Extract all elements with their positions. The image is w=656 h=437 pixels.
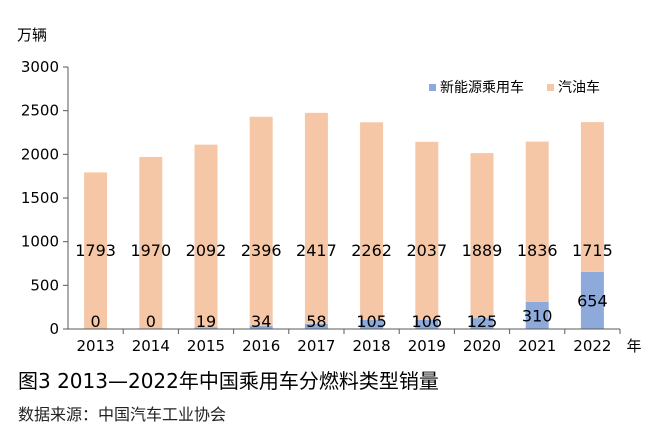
legend-swatch-ev — [429, 84, 436, 91]
bar-ev-2015 — [194, 327, 218, 329]
bar-gasoline-2020 — [470, 153, 494, 319]
label-ev-2020: 125 — [467, 312, 498, 331]
y-tick-label-1500: 1500 — [21, 189, 59, 207]
label-gasoline-2017: 2417 — [296, 241, 337, 260]
label-ev-2014: 0 — [146, 312, 156, 331]
bar-gasoline-2014 — [139, 156, 163, 329]
label-gasoline-2015: 2092 — [186, 241, 227, 260]
label-ev-2021: 310 — [522, 306, 553, 325]
y-tick-label-500: 500 — [30, 276, 59, 294]
x-tick-label-2019: 2019 — [408, 337, 446, 355]
label-gasoline-2021: 1836 — [517, 241, 558, 260]
x-tick-label-2015: 2015 — [187, 337, 225, 355]
x-tick-label-2016: 2016 — [242, 337, 280, 355]
bar-gasoline-2019 — [415, 141, 439, 320]
label-ev-2022: 654 — [577, 291, 608, 310]
y-unit-label: 万辆 — [17, 26, 47, 44]
label-gasoline-2013: 1793 — [75, 241, 116, 260]
y-tick-label-2500: 2500 — [21, 102, 59, 120]
legend: 新能源乘用车 汽油车 — [429, 79, 600, 96]
label-ev-2016: 34 — [251, 312, 271, 331]
label-ev-2015: 19 — [196, 312, 216, 331]
bar-gasoline-2015 — [194, 144, 218, 328]
label-ev-2018: 105 — [356, 312, 387, 331]
legend-swatch-gasoline — [547, 84, 554, 91]
legend-label-gasoline: 汽油车 — [558, 79, 600, 96]
bar-gasoline-2022 — [580, 122, 604, 272]
bar-gasoline-2017 — [304, 112, 328, 324]
bar-ev-2020 — [470, 318, 494, 329]
bar-ev-2021 — [525, 301, 549, 329]
x-tick-label-2013: 2013 — [77, 337, 115, 355]
data-labels-layer: 1793 0 1970 0 2092 19 2396 34 2417 58 2262 105 2037 1… — [75, 241, 613, 331]
x-tick-label-2014: 2014 — [132, 337, 170, 355]
bar-gasoline-2016 — [249, 116, 273, 327]
label-gasoline-2018: 2262 — [351, 241, 392, 260]
label-gasoline-2014: 1970 — [130, 241, 171, 260]
x-axis-suffix: 年 — [626, 337, 641, 355]
bar-gasoline-2018 — [360, 122, 384, 320]
data-source-note: 数据来源：中国汽车工业协会 — [18, 405, 227, 424]
bar-ev-2019 — [415, 319, 439, 329]
label-ev-2013: 0 — [91, 312, 101, 331]
legend-label-ev: 新能源乘用车 — [440, 79, 524, 96]
bar-gasoline-2013 — [84, 172, 108, 329]
label-gasoline-2019: 2037 — [406, 241, 447, 260]
y-tick-label-2000: 2000 — [21, 145, 59, 163]
label-ev-2017: 58 — [306, 312, 326, 331]
x-tick-label-2021: 2021 — [518, 337, 556, 355]
x-tick-label-2022: 2022 — [573, 337, 611, 355]
bar-ev-2016 — [249, 326, 273, 329]
label-gasoline-2020: 1889 — [462, 241, 503, 260]
y-tick-label-3000: 3000 — [21, 58, 59, 76]
y-tick-label-1000: 1000 — [21, 233, 59, 251]
bars-layer — [84, 112, 604, 329]
bar-ev-2017 — [304, 323, 328, 329]
x-tick-label-2020: 2020 — [463, 337, 501, 355]
bar-ev-2018 — [360, 319, 384, 329]
axes-layer: 2013 2014 2015 2016 2017 2018 2019 2020 2021 2022… — [21, 58, 642, 355]
y-tick-label-0: 0 — [49, 320, 59, 338]
label-gasoline-2016: 2396 — [241, 241, 282, 260]
bar-gasoline-2021 — [525, 141, 549, 302]
x-tick-label-2017: 2017 — [297, 337, 335, 355]
figure-caption: 图3 2013—2022年中国乘用车分燃料类型销量 — [18, 369, 439, 393]
label-ev-2019: 106 — [412, 312, 443, 331]
x-tick-label-2018: 2018 — [353, 337, 391, 355]
label-gasoline-2022: 1715 — [572, 241, 613, 260]
bar-ev-2022 — [580, 271, 604, 329]
